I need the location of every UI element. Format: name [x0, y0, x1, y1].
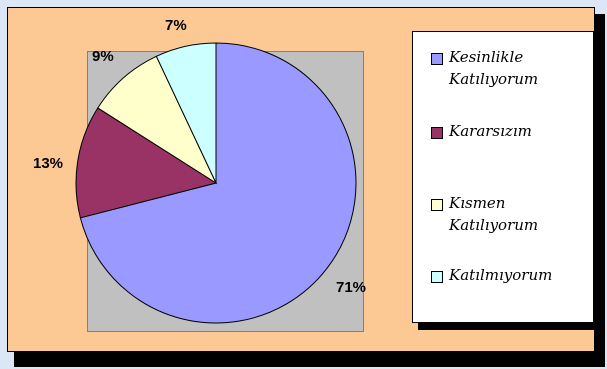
legend: Kesinlikle Katılıyorum Kararsızım Kısmen… — [412, 31, 594, 323]
pie-slice-2 — [97, 55, 218, 185]
legend-swatch-0 — [431, 53, 443, 65]
slice-label-2: 9% — [92, 48, 114, 65]
pie-slice-0 — [79, 42, 357, 324]
legend-item-katilmiyorum: Katılmıyorum — [431, 264, 584, 286]
slice-label-0: 71% — [336, 279, 367, 296]
legend-label-3: Katılmıyorum — [449, 266, 553, 284]
legend-label-0: Kesinlikle Katılıyorum — [449, 48, 539, 88]
legend-swatch-3 — [431, 271, 443, 283]
pie-slice-1 — [75, 107, 218, 219]
legend-swatch-2 — [431, 199, 443, 211]
pie-slice-3 — [155, 42, 217, 184]
legend-swatch-1 — [431, 127, 443, 139]
slice-label-1: 13% — [33, 155, 64, 172]
slice-label-3: 7% — [165, 17, 187, 34]
legend-item-kararsizim: Kararsızım — [431, 120, 584, 142]
legend-item-kesinlikle-katiliyorum: Kesinlikle Katılıyorum — [431, 46, 584, 90]
legend-label-2: Kısmen Katılıyorum — [449, 194, 539, 234]
legend-label-1: Kararsızım — [449, 122, 532, 140]
legend-item-kismen-katiliyorum: Kısmen Katılıyorum — [431, 192, 584, 236]
pie-chart — [75, 42, 357, 324]
